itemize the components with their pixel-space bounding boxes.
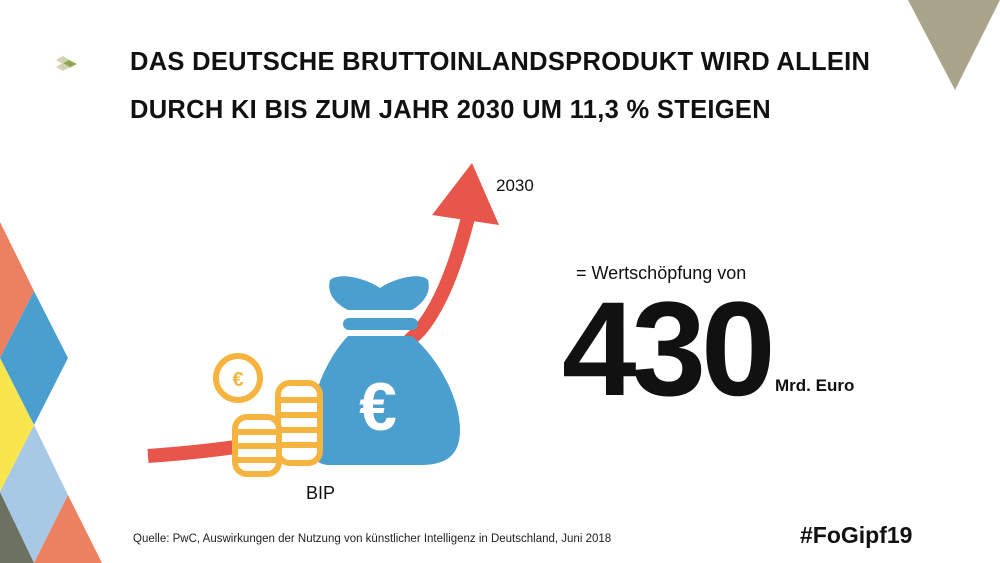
headline-line-2: DURCH KI BIS ZUM JAHR 2030 UM 11,3 % STE…: [130, 96, 771, 124]
coin-stack-icon: [213, 353, 323, 477]
hashtag: #FoGipf19: [800, 522, 913, 548]
left-pattern: [0, 222, 102, 563]
headline-line-1: DAS DEUTSCHE BRUTTOINLANDSPRODUKT WIRD A…: [130, 48, 871, 76]
coin-euro-symbol: €: [232, 369, 243, 391]
big-value: 430: [562, 275, 776, 424]
value-caption: = Wertschöpfung von: [576, 263, 747, 283]
value-unit: Mrd. Euro: [775, 376, 855, 395]
logo-icon: [56, 56, 77, 71]
corner-triangle: [908, 0, 1000, 90]
bip-label: BIP: [306, 483, 336, 503]
money-bag-icon: [308, 276, 460, 465]
bag-euro-symbol: €: [359, 369, 397, 445]
source-note: Quelle: PwC, Auswirkungen der Nutzung vo…: [133, 533, 612, 545]
arrow-year-label: 2030: [496, 176, 534, 195]
